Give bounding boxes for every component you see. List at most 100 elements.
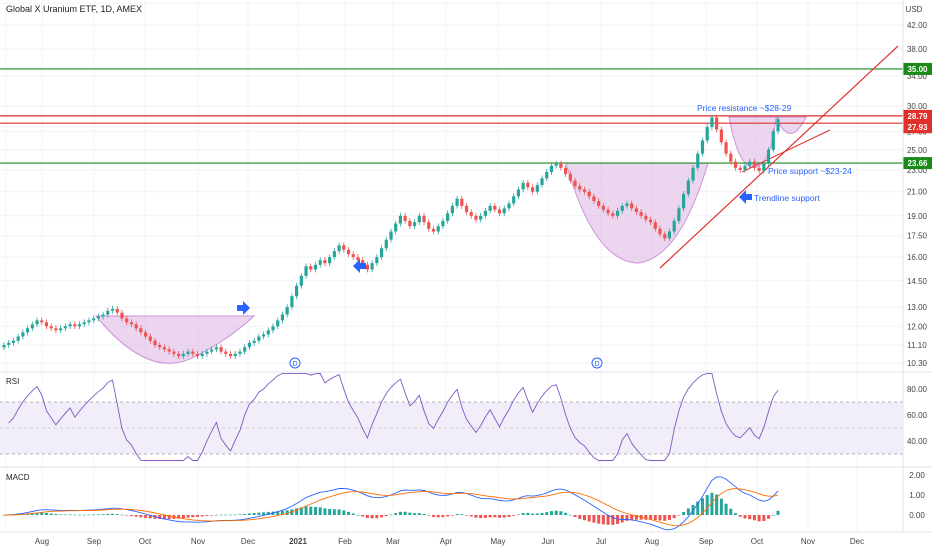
candle-body	[139, 328, 143, 333]
rsi-tick-label: 40.00	[907, 437, 928, 446]
macd-hist-bar	[549, 511, 553, 515]
macd-hist-bar	[696, 501, 700, 515]
candle-body	[748, 161, 752, 166]
macd-hist-bar	[59, 514, 63, 515]
macd-hist-bar	[181, 515, 185, 519]
candle-body	[578, 186, 582, 190]
candle-body	[776, 119, 780, 132]
macd-hist-bar	[87, 514, 91, 516]
macd-hist-bar	[483, 515, 487, 518]
candle-body	[365, 264, 370, 270]
time-tick-label: Sep	[699, 537, 714, 546]
macd-pane: 0.00 1.00 2.00	[2, 471, 925, 531]
macd-hist-bar	[413, 513, 417, 515]
macd-hist-bar	[469, 515, 473, 517]
candle-body	[568, 174, 572, 181]
candle-body	[295, 285, 299, 297]
macd-hist-bar	[101, 514, 105, 515]
candle-body	[549, 165, 554, 172]
candle-body	[394, 223, 398, 232]
time-tick-label: Oct	[751, 537, 764, 546]
candle-body	[724, 142, 728, 154]
macd-hist-bar	[564, 512, 568, 515]
macd-hist-bar	[200, 515, 204, 517]
macd-hist-bar	[672, 515, 676, 519]
candle-body	[573, 180, 577, 187]
trendline-minor	[741, 129, 831, 173]
candle-body	[559, 163, 563, 168]
candle-body	[526, 182, 530, 188]
macd-hist-bar	[493, 515, 497, 518]
time-tick-label: Nov	[191, 537, 205, 546]
candle-body	[375, 257, 379, 264]
macd-hist-bar	[479, 515, 483, 519]
macd-hist-bar	[488, 515, 492, 518]
macd-hist-bar	[214, 514, 218, 516]
macd-hist-bar	[384, 515, 388, 517]
candle-body	[309, 266, 313, 270]
candle-body	[757, 167, 761, 171]
candle-body	[54, 328, 58, 331]
candle-body	[672, 220, 676, 232]
candle-body	[446, 213, 450, 221]
candle-body	[110, 308, 115, 311]
macd-hist-bar	[304, 506, 308, 515]
macd-hist-bar	[243, 513, 247, 515]
candle-body	[35, 320, 39, 325]
candle-body	[252, 340, 256, 343]
macd-hist-bar	[129, 515, 133, 517]
macd-hist-bar	[78, 514, 82, 516]
macd-hist-bar	[158, 515, 162, 519]
macd-hist-bar	[191, 515, 195, 518]
candle-body	[611, 213, 615, 216]
candle-body	[512, 196, 516, 204]
macd-hist-bar	[30, 512, 34, 515]
price-tick-label: 34.00	[907, 72, 928, 81]
candle-body	[44, 322, 49, 327]
macd-hist-bar	[309, 506, 313, 515]
candle-body	[686, 180, 690, 195]
candle-body	[682, 194, 686, 209]
macd-hist-bar	[54, 514, 58, 515]
arrow-breakout	[237, 301, 250, 315]
candle-body	[167, 349, 171, 352]
macd-hist-bar	[68, 514, 72, 516]
candle-body	[521, 182, 525, 190]
macd-hist-bar	[568, 514, 572, 516]
candle-body	[493, 205, 497, 210]
candle-body	[16, 336, 20, 341]
macd-hist-bar	[337, 509, 341, 515]
candle-body	[266, 330, 270, 335]
dividend-marker-1[interactable]: D	[289, 357, 301, 369]
candle-body	[68, 324, 72, 327]
macd-hist-bar	[422, 514, 426, 515]
candle-body	[715, 117, 719, 130]
candle-body	[351, 254, 355, 258]
macd-hist-bar	[229, 514, 233, 516]
level-badge-2	[903, 121, 932, 134]
candles	[2, 114, 780, 360]
candle-body	[417, 215, 421, 223]
dividend-marker-2[interactable]: D	[591, 357, 603, 369]
level-badge-text-3: 23.66	[907, 159, 928, 168]
time-tick-label: Mar	[386, 537, 400, 546]
arrow-trendline	[739, 190, 752, 204]
candle-body	[625, 203, 629, 206]
macd-hist-bar	[559, 511, 563, 515]
candle-body	[427, 222, 431, 229]
candle-body	[158, 345, 162, 348]
candle-body	[210, 349, 214, 352]
candle-body	[87, 320, 91, 323]
candle-body	[488, 205, 492, 211]
candle-body	[384, 239, 388, 249]
candle-body	[530, 187, 535, 192]
candle-body	[346, 249, 351, 255]
macd-hist-bar	[347, 511, 351, 515]
macd-hist-bar	[700, 498, 704, 515]
candle-body	[200, 353, 204, 357]
macd-hist-bar	[460, 514, 464, 515]
level-badge-0	[903, 62, 932, 75]
macd-hist-bar	[44, 512, 48, 515]
candle-body	[195, 353, 200, 357]
